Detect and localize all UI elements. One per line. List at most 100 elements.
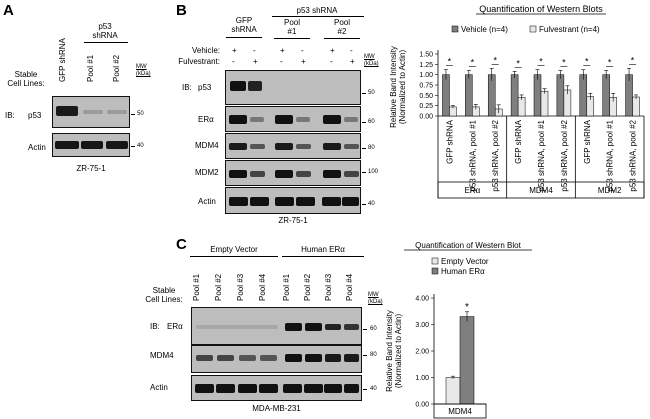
panel-b-row-label: p53 bbox=[198, 83, 212, 92]
y-axis-label: Relative Band Intensity(Normalized to Ac… bbox=[385, 310, 403, 392]
band bbox=[275, 197, 294, 206]
panel-b-blot-mdm2 bbox=[225, 160, 361, 186]
band bbox=[106, 141, 128, 149]
y-axis-label-line: (Normalized to Actin) bbox=[394, 314, 403, 389]
x-tick-label: p53 shRNA, pool #1 bbox=[606, 119, 615, 191]
panel-c-row-label: ERα bbox=[167, 322, 183, 331]
y-tick-label: 0.75 bbox=[419, 83, 433, 90]
band bbox=[250, 144, 265, 149]
band bbox=[344, 324, 359, 330]
band bbox=[344, 144, 359, 149]
mw-tick bbox=[362, 172, 366, 173]
panel-c-mw-value: 80 bbox=[370, 352, 377, 358]
x-tick-label: p53 shRNA, pool #2 bbox=[629, 119, 638, 191]
panel-a-ib-label: IB: bbox=[5, 111, 15, 120]
panel-a-row-label: p53 bbox=[28, 111, 42, 120]
panel-b-pool1: Pool #1 bbox=[283, 18, 300, 36]
mw-tick bbox=[362, 148, 366, 149]
panel-a-lane-label: Pool #1 bbox=[86, 54, 95, 82]
panel-b-row-label: Actin bbox=[198, 197, 216, 206]
panel-b-mw-value: 80 bbox=[368, 145, 375, 151]
band bbox=[229, 197, 248, 206]
panel-b-blot-actin bbox=[225, 187, 361, 214]
panel-c-group-human: Human ERα bbox=[301, 245, 345, 254]
category-box bbox=[433, 403, 487, 419]
band bbox=[344, 117, 358, 122]
panel-b-pool2: Pool #2 bbox=[333, 18, 350, 36]
panel-b-group-gfp: GFP shRNA bbox=[231, 16, 257, 34]
bar bbox=[459, 316, 475, 405]
panel-a-mw-value: 50 bbox=[137, 111, 144, 117]
sig-star: * bbox=[562, 58, 566, 68]
x-tick-label: GFP shRNA bbox=[514, 119, 523, 164]
panel-a-blot-p53 bbox=[52, 96, 130, 128]
panel-a-mw-label: MW (kDa) bbox=[136, 64, 151, 77]
panel-a-group-header: p53 shRNA bbox=[92, 22, 118, 40]
bar bbox=[442, 74, 450, 117]
panel-b-fulv-sign: + bbox=[253, 57, 258, 66]
panel-b-fulv-sign: - bbox=[330, 57, 333, 66]
band bbox=[283, 384, 302, 393]
band bbox=[285, 323, 302, 331]
band bbox=[323, 170, 341, 178]
bar bbox=[449, 106, 457, 117]
y-tick-label: 4.00 bbox=[415, 296, 429, 303]
chart-b-quantification: Quantification of Western Blots Vehicle (… bbox=[389, 4, 645, 199]
sig-star: * bbox=[448, 57, 452, 67]
y-axis-label-line: Relative Band Intensity bbox=[389, 46, 398, 128]
panel-b-row-label: MDM4 bbox=[195, 141, 219, 150]
x-tick-label: p53 shRNA, pool #1 bbox=[468, 119, 477, 191]
sig-star: * bbox=[539, 57, 543, 67]
band bbox=[296, 117, 310, 122]
panel-c-mw-value: 60 bbox=[370, 326, 377, 332]
band bbox=[83, 110, 103, 114]
legend-label: Empty Vector bbox=[441, 257, 489, 266]
y-tick-label: 1.00 bbox=[419, 72, 433, 79]
panel-b-mw-value: 60 bbox=[368, 119, 375, 125]
panel-c-blot-mdm4 bbox=[191, 345, 362, 373]
panel-c-group-empty: Empty Vector bbox=[210, 245, 258, 254]
x-tick-label: MDM4 bbox=[448, 407, 472, 416]
panel-b-mw-label: MW (kDa) bbox=[364, 54, 379, 67]
panel-b-row-label: MDM2 bbox=[195, 168, 219, 177]
legend-label: Fulvestrant (n=4) bbox=[539, 25, 600, 34]
mw-tick bbox=[363, 329, 367, 330]
bar bbox=[533, 74, 542, 117]
panel-b-ib-label: IB: bbox=[182, 83, 192, 92]
band bbox=[325, 354, 341, 362]
x-tick-label: p53 shRNA, pool #2 bbox=[491, 119, 500, 191]
panel-b-vehicle-sign: + bbox=[330, 46, 335, 55]
band bbox=[323, 115, 341, 124]
sig-star: * bbox=[608, 58, 612, 68]
x-tick-label: GFP shRNA bbox=[583, 119, 592, 164]
band bbox=[325, 324, 341, 330]
panel-b-mw-value: 40 bbox=[368, 201, 375, 207]
panel-b-fulv-sign: - bbox=[280, 57, 283, 66]
panel-b-vehicle-sign: - bbox=[301, 46, 304, 55]
bar bbox=[445, 377, 461, 405]
group-label: ERα bbox=[464, 186, 480, 195]
panel-b-pool2-underline bbox=[324, 38, 360, 39]
band bbox=[55, 141, 79, 149]
band bbox=[250, 197, 269, 206]
panel-c-lane-label: Pool #2 bbox=[303, 273, 312, 301]
y-tick-label: 1.25 bbox=[419, 62, 433, 69]
panel-b-letter: B bbox=[176, 2, 187, 19]
band bbox=[296, 171, 311, 177]
chart-title: Quantification of Western Blots bbox=[479, 4, 603, 14]
band bbox=[342, 197, 359, 206]
band bbox=[196, 325, 278, 329]
band bbox=[229, 115, 247, 124]
x-tick-label: p53 shRNA, pool #2 bbox=[560, 119, 569, 191]
band bbox=[229, 170, 247, 178]
panel-c-row-label: Actin bbox=[150, 383, 168, 392]
mw-tick bbox=[363, 355, 367, 356]
panel-a-blot-actin bbox=[52, 133, 130, 157]
sig-star: * bbox=[493, 55, 497, 65]
sig-star: * bbox=[465, 302, 469, 313]
panel-b-mw-value: 50 bbox=[368, 90, 375, 96]
legend-swatch bbox=[431, 267, 439, 275]
y-tick-label: 2.00 bbox=[415, 349, 429, 356]
x-tick-label: GFP shRNA bbox=[445, 119, 454, 164]
y-tick-label: 0.25 bbox=[419, 103, 433, 110]
